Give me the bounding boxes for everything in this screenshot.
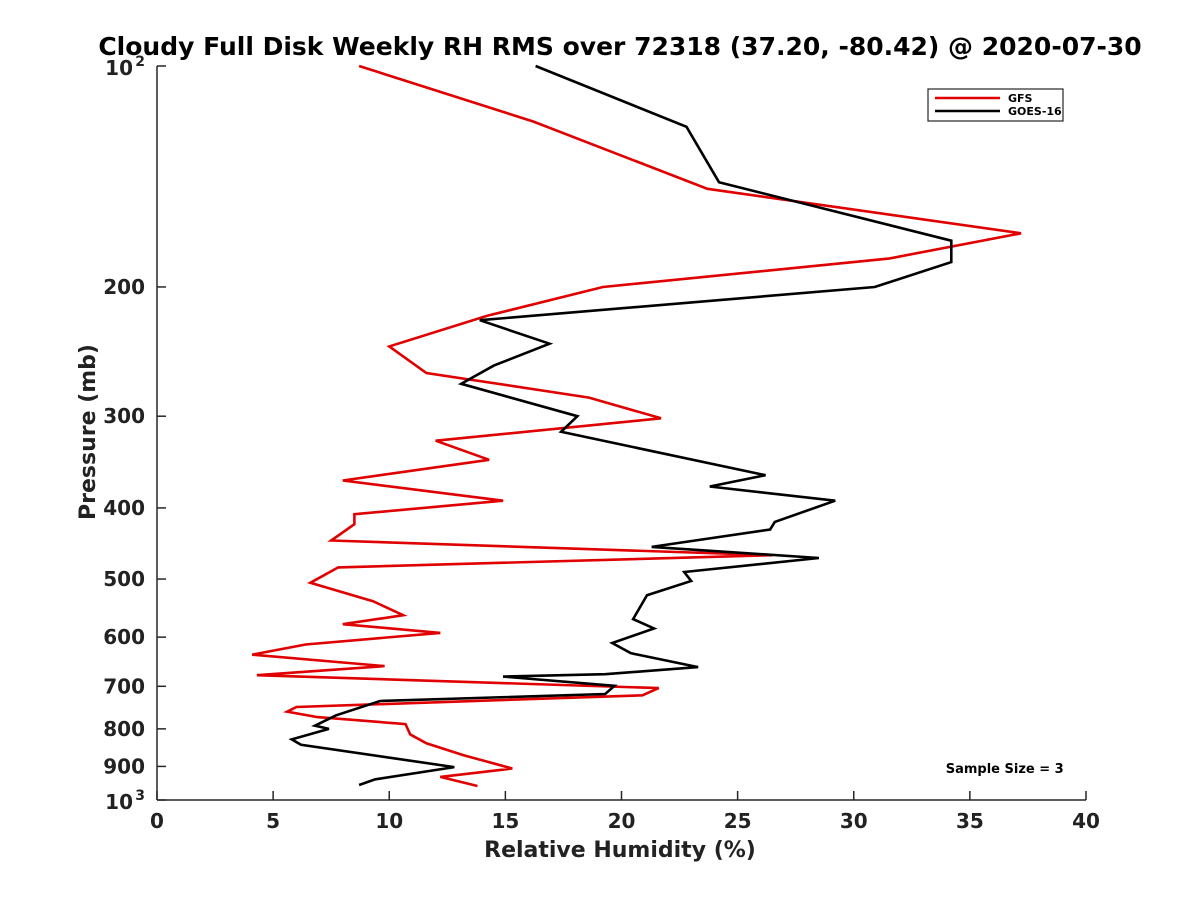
legend-label: GOES-16 bbox=[1008, 105, 1062, 118]
series-layer bbox=[251, 64, 1022, 788]
x-tick-label: 15 bbox=[491, 809, 519, 833]
y-tick-label: 300 bbox=[103, 404, 145, 428]
y-tick-label: 200 bbox=[103, 275, 145, 299]
series-line-gfs bbox=[251, 64, 1022, 788]
x-tick-label: 40 bbox=[1072, 809, 1100, 833]
x-tick-label: 30 bbox=[840, 809, 868, 833]
x-axis-label: Relative Humidity (%) bbox=[484, 838, 756, 863]
y-tick-label: 600 bbox=[103, 625, 145, 649]
y-axis-label: Pressure (mb) bbox=[76, 344, 101, 520]
y-tick-label: 700 bbox=[103, 674, 145, 698]
y-tick-label: 10 bbox=[105, 790, 133, 814]
x-tick-label: 20 bbox=[608, 809, 636, 833]
annotations: Sample Size = 3 bbox=[946, 762, 1064, 777]
y-tick-label-exponent: 2 bbox=[135, 54, 145, 70]
sample-size-annotation: Sample Size = 3 bbox=[946, 762, 1064, 777]
y-tick-label: 900 bbox=[103, 754, 145, 778]
chart-title: Cloudy Full Disk Weekly RH RMS over 7231… bbox=[98, 32, 1141, 61]
y-tick-label-base: 10 bbox=[105, 56, 133, 80]
x-tick-label: 10 bbox=[375, 809, 403, 833]
y-tick-label-base: 10 bbox=[105, 790, 133, 814]
legend-box bbox=[927, 88, 1064, 122]
x-tick-label: 5 bbox=[266, 809, 280, 833]
y-tick-label-exponent: 3 bbox=[135, 788, 145, 804]
legend-label: GFS bbox=[1008, 92, 1033, 105]
y-tick-label: 400 bbox=[103, 496, 145, 520]
x-tick-label: 35 bbox=[956, 809, 984, 833]
y-tick-label: 800 bbox=[103, 717, 145, 741]
x-tick-label: 25 bbox=[724, 809, 752, 833]
y-tick-label: 500 bbox=[103, 567, 145, 591]
x-tick-label: 0 bbox=[150, 809, 164, 833]
series-line-goes-16 bbox=[288, 64, 953, 787]
y-tick-label: 10 bbox=[105, 56, 133, 80]
